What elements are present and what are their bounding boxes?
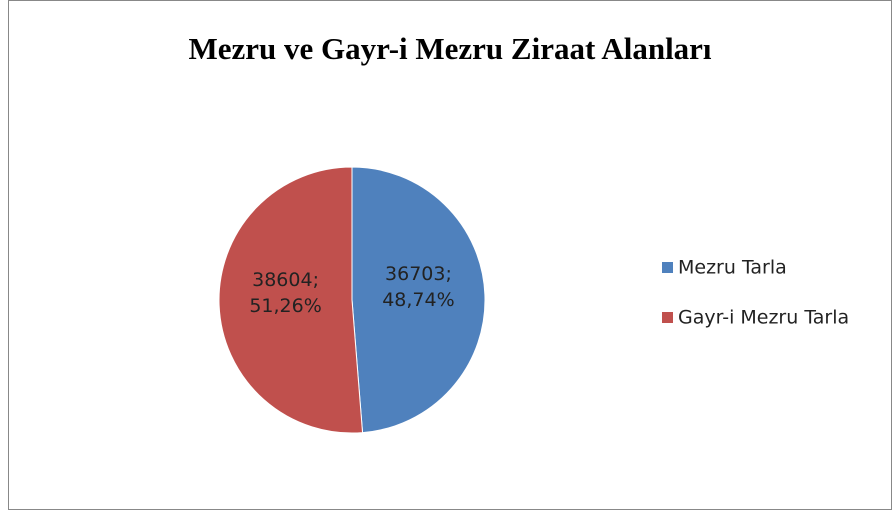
legend-label: Mezru Tarla bbox=[678, 257, 787, 279]
data-label: 38604; 51,26% bbox=[249, 268, 322, 317]
legend-swatch bbox=[662, 262, 673, 273]
legend-label: Gayr-i Mezru Tarla bbox=[678, 307, 849, 329]
legend-swatch bbox=[662, 312, 673, 323]
pie-slice bbox=[351, 166, 486, 434]
data-label: 36703; 48,74% bbox=[382, 263, 455, 312]
pie-slice bbox=[218, 166, 364, 434]
chart-title: Mezru ve Gayr-i Mezru Ziraat Alanları bbox=[188, 31, 711, 66]
